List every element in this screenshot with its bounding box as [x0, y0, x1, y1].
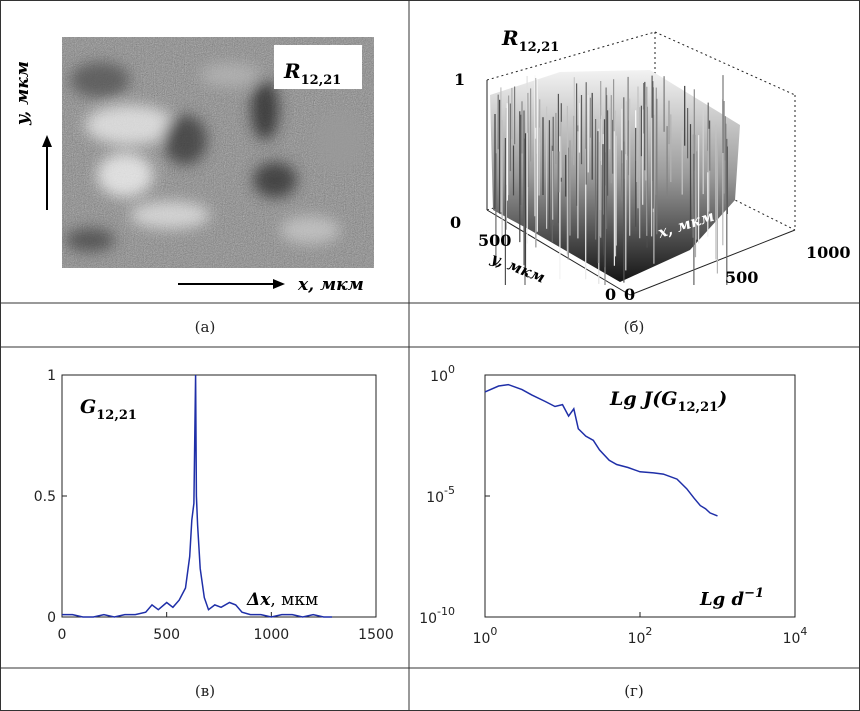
chart-v-x-tick-label: 500: [153, 627, 180, 643]
panel-b: R12,21 1 0 500 0 0 500 1000 y, мкм x, мк…: [450, 26, 851, 304]
chart-v-y-tick-label: 0: [47, 610, 56, 626]
panel-b-x-tick-0: 0: [624, 285, 635, 304]
panel-a-label: R12,21: [283, 59, 341, 88]
chart-v-x-tick-label: 1000: [254, 627, 290, 643]
chart-v-y-tick-label: 0.5: [34, 489, 56, 505]
chart-v-label: G12,21: [80, 396, 137, 423]
panel-a-label-box: [274, 45, 362, 89]
caption-v: (в): [195, 682, 215, 700]
x-arrow-head: [273, 279, 285, 289]
chart-v: 0 500 1000 1500 1 0.5 0 G12,21 Δx, мкм: [34, 368, 394, 643]
caption-b: (б): [624, 318, 645, 336]
panel-b-y-tick-500: 500: [478, 231, 511, 250]
panel-b-y-label: y, мкм: [488, 249, 548, 287]
chart-g-x-tick-label: 102: [628, 625, 653, 647]
panel-b-z-tick-0: 0: [450, 213, 461, 232]
chart-v-x-tick-label: 1500: [358, 627, 394, 643]
panel-b-x-tick-1000: 1000: [806, 243, 851, 262]
chart-g: 100 102 104 100 10-5 10-10 Lg J(G12,21) Lg d−…: [419, 363, 807, 647]
chart-g-xlabel: Lg d−1: [699, 586, 764, 610]
chart-g-ticks: 100 102 104 100 10-5 10-10: [419, 363, 807, 647]
box-top-right: [654, 31, 796, 96]
grayscale-image: [62, 37, 374, 268]
box-y-axis: [486, 209, 631, 296]
panel-b-z-tick-1: 1: [454, 70, 465, 89]
box-top-back: [486, 31, 656, 81]
panel-b-label: R12,21: [501, 26, 559, 55]
panel-b-y-tick-0: 0: [605, 285, 616, 304]
box-x-axis: [629, 229, 796, 296]
chart-v-ticks: 0 500 1000 1500 1 0.5 0: [34, 368, 394, 643]
chart-g-x-tick-label: 100: [473, 625, 498, 647]
chart-g-y-tick-label: 10-10: [419, 605, 455, 627]
panel-a-y-label: y, мкм: [13, 61, 33, 126]
y-arrow-head: [42, 135, 52, 147]
chart-g-label: Lg J(G12,21): [609, 388, 727, 415]
surface-spikes: [494, 75, 729, 285]
panel-a-x-label: x, мкм: [297, 275, 364, 295]
chart-g-x-tick-label: 104: [783, 625, 808, 647]
chart-v-series-line: [62, 374, 332, 618]
chart-v-y-tick-label: 1: [47, 368, 56, 384]
chart-v-xlabel: Δx, мкм: [246, 590, 318, 610]
chart-g-plot-area: [484, 374, 796, 618]
panel-a: R12,21 y, мкм x, мкм: [13, 37, 374, 295]
panel-b-x-tick-500: 500: [725, 268, 758, 287]
chart-v-x-tick-label: 0: [58, 627, 67, 643]
chart-g-y-tick-label: 100: [430, 363, 455, 385]
chart-v-plot-area: [61, 374, 377, 618]
caption-a: (а): [195, 318, 216, 336]
caption-g: (г): [624, 682, 644, 700]
chart-g-y-tick-label: 10-5: [426, 484, 455, 506]
chart-g-series-line: [484, 383, 718, 517]
